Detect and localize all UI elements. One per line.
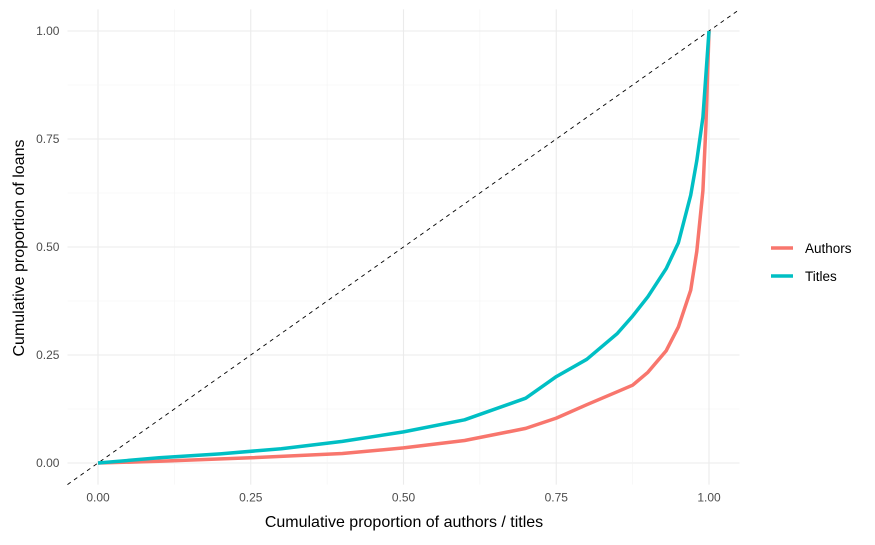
y-tick-label: 1.00 [36, 24, 60, 38]
y-tick-label: 0.75 [36, 132, 60, 146]
legend: Authors Titles [771, 241, 852, 284]
y-tick-label: 0.25 [36, 348, 60, 362]
tick-labels: 0.00 0.00 0.25 0.25 0.50 0.50 0.75 0.75 1.00 1.00 [36, 24, 721, 505]
y-tick-label: 0.00 [36, 456, 60, 470]
x-tick-label: 1.00 [697, 491, 721, 505]
x-tick-label: 0.00 [86, 491, 110, 505]
legend-label-authors: Authors [805, 241, 852, 256]
x-tick-label: 0.25 [239, 491, 263, 505]
grid [67, 9, 740, 485]
series-line-authors [97, 30, 711, 465]
y-axis-label: Cumulative proportion of loans [11, 139, 28, 356]
y-tick-label: 0.50 [36, 240, 60, 254]
series-lines [67, 9, 740, 485]
x-tick-label: 0.75 [545, 491, 569, 505]
reference-diagonal-line [67, 9, 740, 485]
x-tick-label: 0.50 [392, 491, 416, 505]
legend-label-titles: Titles [805, 269, 837, 284]
series-line-titles [97, 30, 711, 465]
x-axis-label: Cumulative proportion of authors / title… [265, 514, 543, 531]
